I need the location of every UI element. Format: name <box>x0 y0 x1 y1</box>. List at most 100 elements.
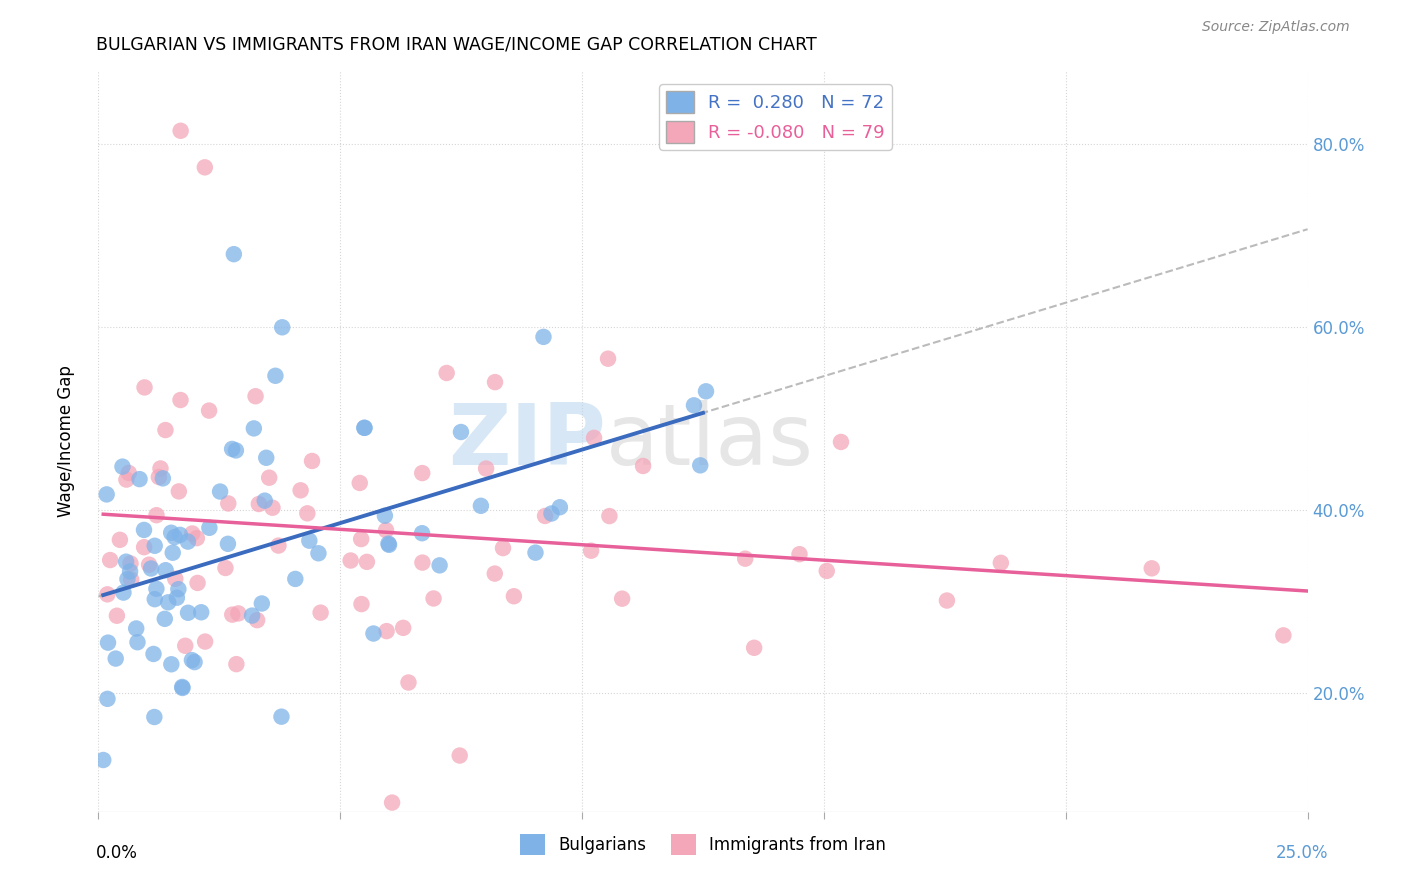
Point <box>250 597 273 611</box>
Y-axis label: Wage/Income Gap: Wage/Income Gap <box>56 366 75 517</box>
Point <box>221 607 243 622</box>
Point <box>217 496 239 510</box>
Point <box>246 613 269 627</box>
Point <box>243 421 266 435</box>
Point <box>377 536 399 550</box>
Point <box>262 500 284 515</box>
Point <box>1140 561 1163 575</box>
Point <box>695 384 717 399</box>
Point <box>990 556 1012 570</box>
Point <box>264 368 287 383</box>
Point <box>105 608 128 623</box>
Point <box>734 551 756 566</box>
Point <box>177 534 200 549</box>
Point <box>610 591 633 606</box>
Point <box>375 624 398 639</box>
Point <box>190 605 212 619</box>
Point <box>1272 628 1295 642</box>
Point <box>118 466 141 480</box>
Point <box>301 454 323 468</box>
Point <box>398 675 420 690</box>
Point <box>484 375 506 389</box>
Point <box>350 597 373 611</box>
Point <box>209 484 232 499</box>
Point <box>742 640 765 655</box>
Point <box>222 247 245 261</box>
Point <box>381 796 404 810</box>
Point <box>411 526 433 541</box>
Point <box>98 553 121 567</box>
Point <box>297 506 319 520</box>
Point <box>120 557 142 571</box>
Point <box>540 507 562 521</box>
Point <box>108 533 131 547</box>
Point <box>353 421 375 435</box>
Point <box>349 475 371 490</box>
Point <box>153 612 176 626</box>
Point <box>128 472 150 486</box>
Point <box>253 493 276 508</box>
Point <box>125 622 148 636</box>
Point <box>167 484 190 499</box>
Text: Source: ZipAtlas.com: Source: ZipAtlas.com <box>1202 21 1350 34</box>
Legend: Bulgarians, Immigrants from Iran: Bulgarians, Immigrants from Iran <box>513 828 893 862</box>
Point <box>935 593 957 607</box>
Point <box>149 461 172 475</box>
Point <box>363 626 385 640</box>
Point <box>339 553 361 567</box>
Point <box>524 546 547 560</box>
Point <box>247 497 270 511</box>
Point <box>815 564 838 578</box>
Point <box>225 443 247 458</box>
Point <box>598 509 620 524</box>
Point <box>267 539 290 553</box>
Point <box>142 647 165 661</box>
Point <box>160 657 183 672</box>
Point <box>155 563 177 577</box>
Point <box>350 532 373 546</box>
Point <box>198 403 221 417</box>
Point <box>172 681 194 695</box>
Point <box>411 466 433 480</box>
Point <box>167 582 190 597</box>
Point <box>181 526 204 541</box>
Point <box>138 558 160 572</box>
Point <box>436 366 458 380</box>
Point <box>139 561 162 575</box>
Point <box>374 508 396 523</box>
Point <box>214 561 236 575</box>
Point <box>257 471 280 485</box>
Text: 25.0%: 25.0% <box>1277 844 1329 862</box>
Point <box>583 431 606 445</box>
Point <box>689 458 711 473</box>
Point <box>579 543 602 558</box>
Text: atlas: atlas <box>606 400 814 483</box>
Point <box>120 573 142 587</box>
Point <box>198 521 221 535</box>
Point <box>502 589 524 603</box>
Point <box>221 442 243 456</box>
Point <box>830 434 852 449</box>
Point <box>160 525 183 540</box>
Point <box>120 565 142 579</box>
Point <box>96 487 118 501</box>
Point <box>217 537 239 551</box>
Point <box>683 398 706 412</box>
Point <box>307 546 329 560</box>
Point <box>596 351 619 366</box>
Point <box>145 508 167 523</box>
Point <box>155 423 177 437</box>
Point <box>166 591 188 605</box>
Point <box>533 330 555 344</box>
Point <box>97 635 120 649</box>
Point <box>534 508 557 523</box>
Point <box>356 555 378 569</box>
Point <box>112 585 135 599</box>
Point <box>225 657 247 672</box>
Point <box>392 621 415 635</box>
Point <box>484 566 506 581</box>
Point <box>254 450 277 465</box>
Point <box>163 530 186 544</box>
Point <box>194 634 217 648</box>
Point <box>270 709 292 723</box>
